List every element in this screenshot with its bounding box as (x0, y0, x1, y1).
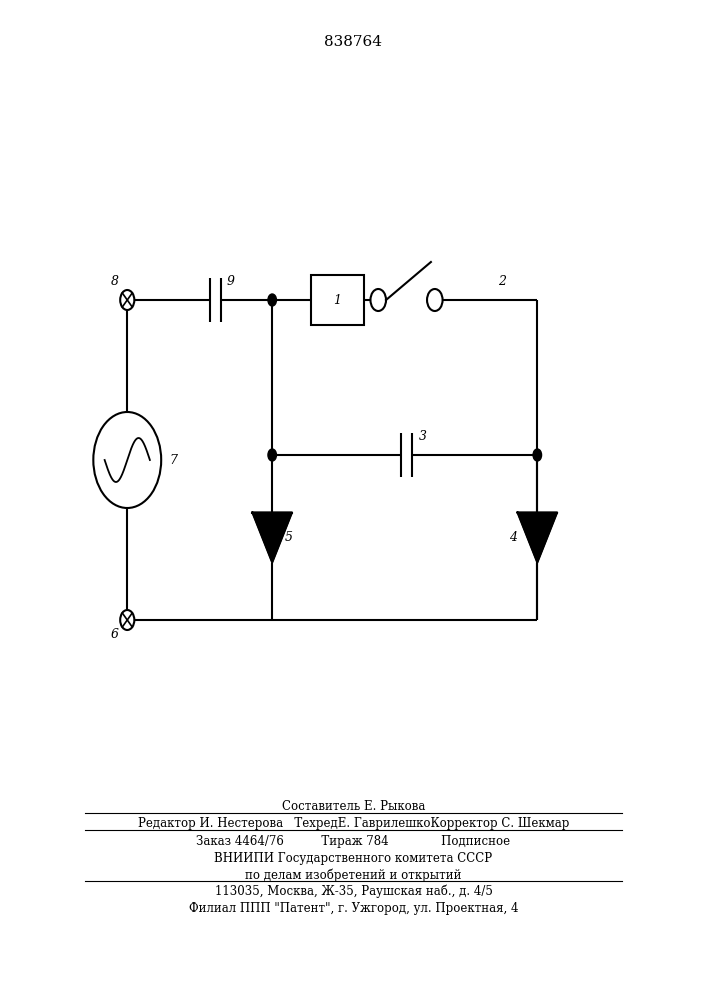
Text: ВНИИПИ Государственного комитета СССР: ВНИИПИ Государственного комитета СССР (214, 852, 493, 865)
Text: 2: 2 (498, 275, 506, 288)
Text: 113035, Москва, Ж-35, Раушская наб., д. 4/5: 113035, Москва, Ж-35, Раушская наб., д. … (214, 885, 493, 898)
Text: 7: 7 (170, 454, 177, 466)
Polygon shape (252, 512, 292, 562)
Polygon shape (518, 512, 557, 562)
Text: Редактор И. Нестерова   ТехредЕ. ГаврилешкоКорректор С. Шекмар: Редактор И. Нестерова ТехредЕ. Гаврилешк… (138, 817, 569, 830)
Text: 3: 3 (419, 430, 427, 443)
Text: Заказ 4464/76          Тираж 784              Подписное: Заказ 4464/76 Тираж 784 Подписное (197, 835, 510, 848)
Circle shape (268, 294, 276, 306)
Text: Филиал ППП "Патент", г. Ужгород, ул. Проектная, 4: Филиал ППП "Патент", г. Ужгород, ул. Про… (189, 902, 518, 915)
Circle shape (370, 289, 386, 311)
Text: 6: 6 (111, 628, 119, 641)
Text: 5: 5 (285, 531, 293, 544)
Circle shape (427, 289, 443, 311)
Text: 1: 1 (334, 294, 341, 306)
Circle shape (268, 449, 276, 461)
Text: по делам изобретений и открытий: по делам изобретений и открытий (245, 868, 462, 882)
Text: 838764: 838764 (325, 35, 382, 49)
Circle shape (120, 290, 134, 310)
Text: 4: 4 (510, 531, 518, 544)
Circle shape (93, 412, 161, 508)
Text: Составитель Е. Рыкова: Составитель Е. Рыкова (282, 800, 425, 813)
Circle shape (120, 610, 134, 630)
FancyBboxPatch shape (311, 275, 364, 325)
Text: 8: 8 (111, 275, 119, 288)
Circle shape (533, 449, 542, 461)
Text: 9: 9 (226, 275, 234, 288)
